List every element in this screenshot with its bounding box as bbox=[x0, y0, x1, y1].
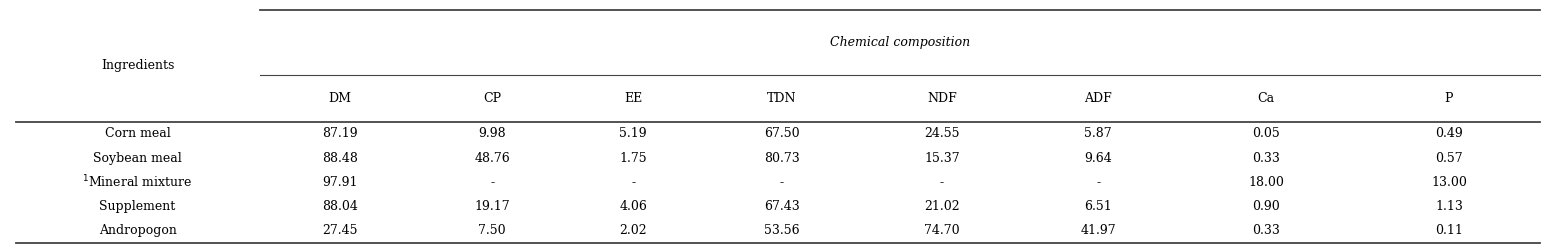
Text: 48.76: 48.76 bbox=[475, 152, 510, 165]
Text: Supplement: Supplement bbox=[100, 200, 176, 213]
Text: Corn meal: Corn meal bbox=[104, 127, 171, 140]
Text: Soybean meal: Soybean meal bbox=[93, 152, 182, 165]
Text: 53.56: 53.56 bbox=[764, 224, 800, 237]
Text: -: - bbox=[940, 176, 944, 189]
Text: EE: EE bbox=[624, 92, 643, 105]
Text: 0.05: 0.05 bbox=[1253, 127, 1281, 140]
Text: 24.55: 24.55 bbox=[924, 127, 960, 140]
Text: 27.45: 27.45 bbox=[322, 224, 358, 237]
Text: 9.64: 9.64 bbox=[1085, 152, 1113, 165]
Text: 0.33: 0.33 bbox=[1253, 152, 1281, 165]
Text: 1.13: 1.13 bbox=[1435, 200, 1463, 213]
Text: 87.19: 87.19 bbox=[322, 127, 358, 140]
Text: 0.57: 0.57 bbox=[1435, 152, 1463, 165]
Text: 97.91: 97.91 bbox=[322, 176, 358, 189]
Text: 67.43: 67.43 bbox=[764, 200, 800, 213]
Text: ADF: ADF bbox=[1085, 92, 1113, 105]
Text: P: P bbox=[1444, 92, 1453, 105]
Text: 0.11: 0.11 bbox=[1435, 224, 1463, 237]
Text: 74.70: 74.70 bbox=[924, 224, 960, 237]
Text: 21.02: 21.02 bbox=[924, 200, 960, 213]
Text: TDN: TDN bbox=[767, 92, 797, 105]
Text: Andropogon: Andropogon bbox=[98, 224, 176, 237]
Text: 0.90: 0.90 bbox=[1253, 200, 1281, 213]
Text: Chemical composition: Chemical composition bbox=[829, 36, 969, 49]
Text: 2.02: 2.02 bbox=[619, 224, 647, 237]
Text: 41.97: 41.97 bbox=[1080, 224, 1116, 237]
Text: 80.73: 80.73 bbox=[764, 152, 800, 165]
Text: 5.87: 5.87 bbox=[1085, 127, 1113, 140]
Text: CP: CP bbox=[482, 92, 501, 105]
Text: 9.98: 9.98 bbox=[478, 127, 506, 140]
Text: 0.49: 0.49 bbox=[1435, 127, 1463, 140]
Text: 1.75: 1.75 bbox=[619, 152, 647, 165]
Text: DM: DM bbox=[328, 92, 352, 105]
Text: 5.19: 5.19 bbox=[619, 127, 647, 140]
Text: -: - bbox=[780, 176, 784, 189]
Text: 6.51: 6.51 bbox=[1085, 200, 1113, 213]
Text: 15.37: 15.37 bbox=[924, 152, 960, 165]
Text: -: - bbox=[632, 176, 635, 189]
Text: Ca: Ca bbox=[1257, 92, 1274, 105]
Text: 4.06: 4.06 bbox=[619, 200, 647, 213]
Text: NDF: NDF bbox=[927, 92, 957, 105]
Text: 7.50: 7.50 bbox=[478, 224, 506, 237]
Text: 13.00: 13.00 bbox=[1432, 176, 1467, 189]
Text: 19.17: 19.17 bbox=[475, 200, 510, 213]
Text: -: - bbox=[1095, 176, 1100, 189]
Text: 67.50: 67.50 bbox=[764, 127, 800, 140]
Text: 0.33: 0.33 bbox=[1253, 224, 1281, 237]
Text: 88.48: 88.48 bbox=[322, 152, 358, 165]
Text: 18.00: 18.00 bbox=[1248, 176, 1284, 189]
Text: 88.04: 88.04 bbox=[322, 200, 358, 213]
Text: -: - bbox=[490, 176, 495, 189]
Text: $^1$Mineral mixture: $^1$Mineral mixture bbox=[82, 174, 193, 191]
Text: Ingredients: Ingredients bbox=[101, 59, 174, 72]
